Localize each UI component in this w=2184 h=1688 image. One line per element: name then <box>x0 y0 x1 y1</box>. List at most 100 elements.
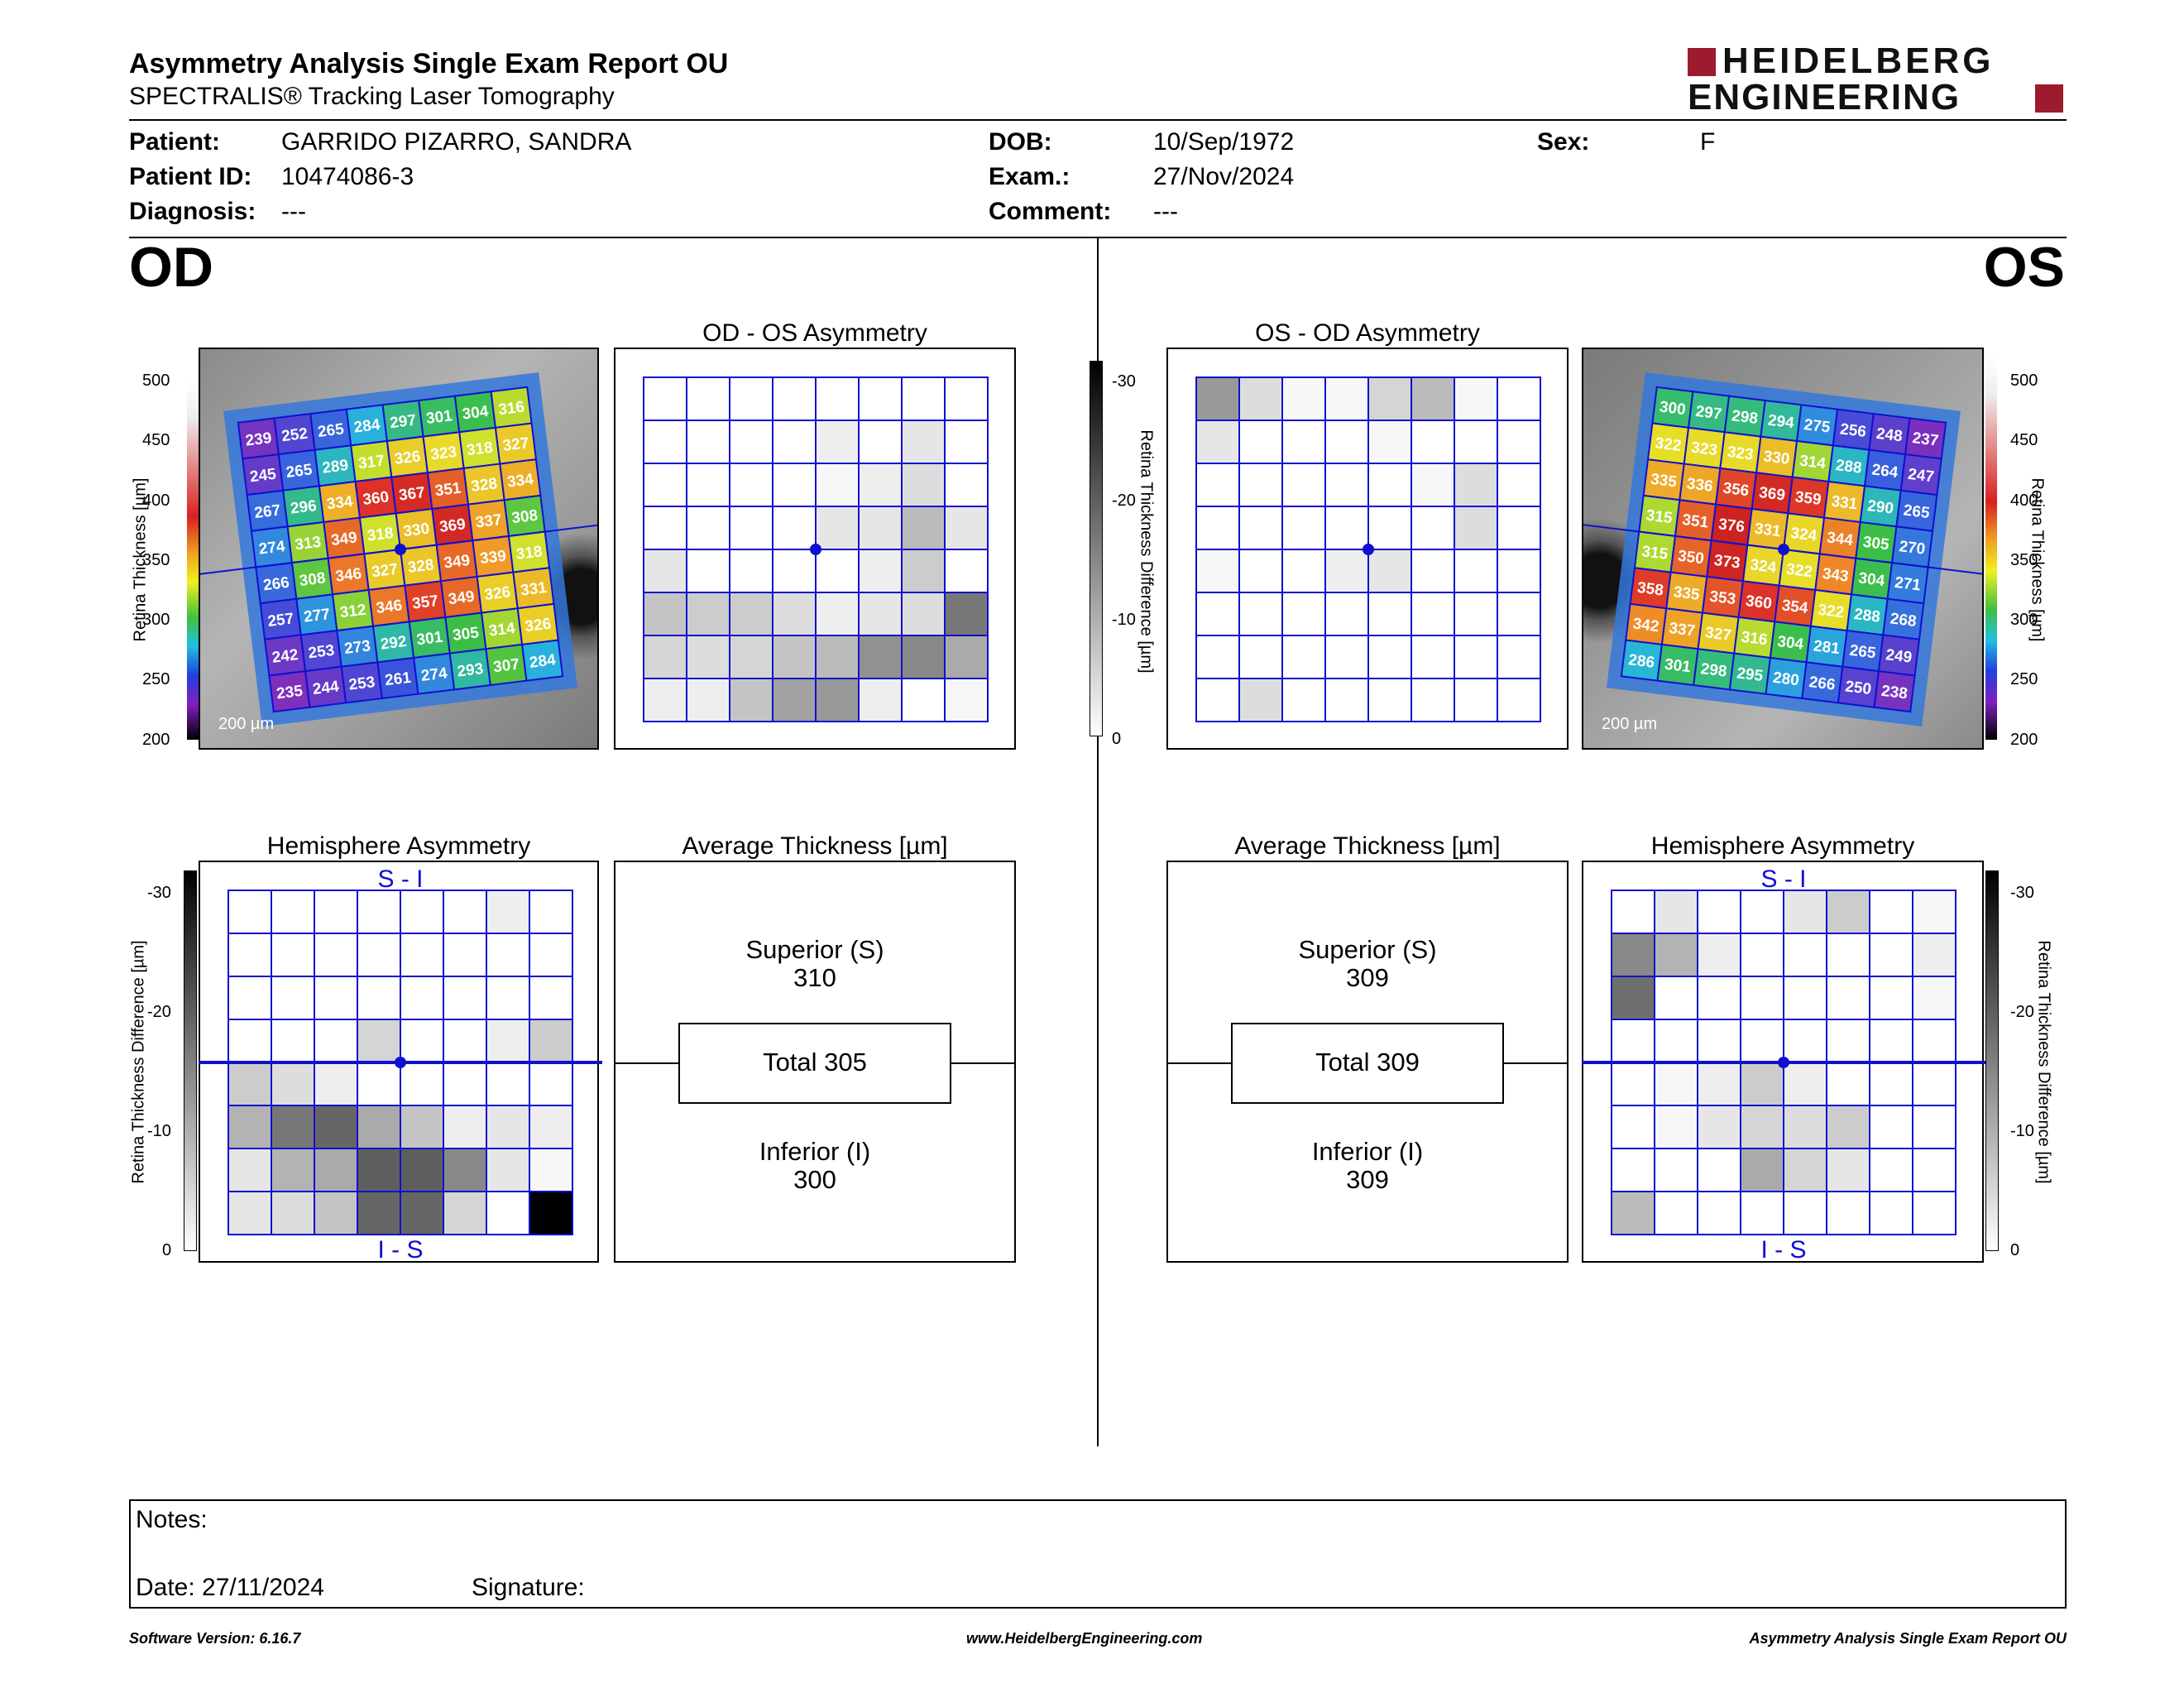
od-thickness-cell-value: 349 <box>443 552 471 573</box>
od-hemisphere-cell <box>314 1062 358 1106</box>
od-asymmetry-cell <box>686 463 730 507</box>
od-inferior-label: Inferior (I) <box>759 1137 871 1166</box>
os-thickness-cell-value: 324 <box>1749 556 1777 577</box>
od-asymmetry-cell <box>901 549 946 593</box>
od-thickness-cell-value: 314 <box>488 620 516 640</box>
os-thickness-cell-value: 266 <box>1808 674 1837 694</box>
os-thickness-cell-value: 298 <box>1700 660 1728 681</box>
od-asymmetry-cell <box>643 592 687 636</box>
od-thickness-colorbar <box>187 381 199 740</box>
od-thickness-cell-value: 316 <box>497 399 525 420</box>
od-thickness-cell-value: 257 <box>266 610 295 631</box>
os-thickness-cell-value: 358 <box>1636 579 1664 600</box>
center-divider <box>1097 238 1099 1446</box>
od-thickness-cell-value: 296 <box>290 497 318 518</box>
os-thickness-cell-value: 286 <box>1627 651 1655 672</box>
od-asymmetry-cell <box>772 635 817 679</box>
od-hemisphere-cell <box>400 976 444 1020</box>
os-asymmetry-cell <box>1195 592 1240 636</box>
os-thickness-axis-label: Retina Thickness [µm] <box>2028 477 2047 642</box>
os-inferior-label: Inferior (I) <box>1311 1137 1424 1166</box>
od-thickness-cell-value: 360 <box>362 488 390 509</box>
od-average-title: Average Thickness [µm] <box>682 832 948 860</box>
comment-value: --- <box>1153 198 1178 225</box>
website-link[interactable]: www.HeidelbergEngineering.com <box>966 1630 1203 1647</box>
os-asymmetry-cell <box>1497 420 1541 464</box>
od-asymmetry-cell <box>858 506 903 550</box>
od-hemisphere-cell <box>486 1148 530 1192</box>
od-thickness-cell-value: 369 <box>438 516 467 536</box>
od-eye-label: OD <box>129 236 213 299</box>
os-thickness-cell-value: 331 <box>1830 493 1858 514</box>
os-hemisphere-cell <box>1654 1019 1698 1063</box>
od-thickness-cell-value: 307 <box>492 656 520 677</box>
os-asymmetry-cell <box>1367 549 1412 593</box>
os-asymmetry-cell <box>1238 549 1283 593</box>
os-total-value: Total 309 <box>1315 1048 1420 1077</box>
os-thickness-cell-value: 314 <box>1798 453 1827 473</box>
od-thickness-cell-value: 242 <box>271 646 299 667</box>
os-asymmetry-cell <box>1410 506 1455 550</box>
od-thickness-cell-value: 301 <box>425 407 453 428</box>
os-hemisphere-cell <box>1869 1148 1913 1192</box>
od-hemi-tick-0: 0 <box>162 1241 172 1259</box>
od-thickness-cell-value: 284 <box>529 651 557 672</box>
os-hemisphere-bottom-label: I - S <box>1760 1236 1806 1264</box>
os-hemisphere-grid: S - I I - S <box>1582 866 1987 1264</box>
od-thickness-cell-value: 337 <box>475 511 503 532</box>
logo-square-bottom <box>2035 84 2063 113</box>
od-hemisphere-cell <box>357 1148 401 1192</box>
od-thickness-axis-label: Retina Thickness [µm] <box>131 477 150 642</box>
od-thickness-cell-value: 327 <box>371 561 399 582</box>
os-hemisphere-cell <box>1740 1148 1784 1192</box>
od-thickness-tick-350: 350 <box>142 551 170 569</box>
od-hemisphere-cell <box>443 1062 487 1106</box>
notes-box[interactable]: Notes: Date: 27/11/2024 Signature: <box>129 1499 2067 1609</box>
od-hemisphere-fovea-dot <box>395 1057 406 1068</box>
od-asymmetry-cell <box>901 463 946 507</box>
od-asymmetry-cell <box>686 420 730 464</box>
os-superior-label: Superior (S) <box>1298 935 1437 964</box>
os-asymmetry-cell <box>1367 678 1412 722</box>
od-thickness-cell-value: 292 <box>380 633 408 654</box>
os-asymmetry-cell <box>1454 506 1498 550</box>
os-thickness-tick-300: 300 <box>2010 611 2038 629</box>
od-thickness-cell-value: 301 <box>415 629 443 650</box>
od-asymmetry-cell <box>686 549 730 593</box>
od-thickness-fovea-dot <box>395 544 406 555</box>
os-asymmetry-cell <box>1238 376 1283 421</box>
os-hemisphere-cell <box>1912 1191 1956 1235</box>
os-asymmetry-cell <box>1324 549 1369 593</box>
od-thickness-cell-value: 293 <box>456 660 484 681</box>
os-asymmetry-cell <box>1410 549 1455 593</box>
os-hemisphere-cell <box>1826 890 1870 934</box>
od-asymmetry-cell <box>772 376 817 421</box>
od-thickness-cell-value: 253 <box>307 642 335 663</box>
os-thickness-cell-value: 315 <box>1640 543 1669 563</box>
od-hemisphere-cell <box>443 1019 487 1063</box>
od-asymmetry-cell <box>772 463 817 507</box>
od-asymmetry-cell <box>643 420 687 464</box>
od-asymmetry-cell <box>944 506 989 550</box>
od-hemisphere-cell <box>529 890 573 934</box>
comment-label: Comment: <box>989 198 1112 225</box>
od-thickness-cell-value: 312 <box>339 602 367 622</box>
od-asymmetry-cell <box>729 376 774 421</box>
os-thickness-cell-value: 305 <box>1862 534 1890 554</box>
os-thickness-cell-value: 301 <box>1664 656 1692 677</box>
od-hemisphere-cell <box>271 890 315 934</box>
os-thickness-tick-450: 450 <box>2010 431 2038 449</box>
patient-name: GARRIDO PIZARRO, SANDRA <box>281 128 632 156</box>
os-hemisphere-cell <box>1869 976 1913 1020</box>
od-thickness-cell-value: 346 <box>334 565 362 586</box>
od-hemisphere-cell <box>529 1105 573 1149</box>
os-thickness-cell-value: 238 <box>1880 683 1909 703</box>
os-thickness-cell-value: 376 <box>1717 516 1746 536</box>
od-asymmetry-title: OD - OS Asymmetry <box>702 319 927 347</box>
od-hemisphere-cell <box>486 976 530 1020</box>
od-asymmetry-cell <box>901 635 946 679</box>
logo-text-engineering: ENGINEERING <box>1688 77 1961 117</box>
od-asymmetry-cell <box>901 678 946 722</box>
od-asymmetry-cell <box>729 506 774 550</box>
os-hemisphere-cell <box>1611 1062 1655 1106</box>
